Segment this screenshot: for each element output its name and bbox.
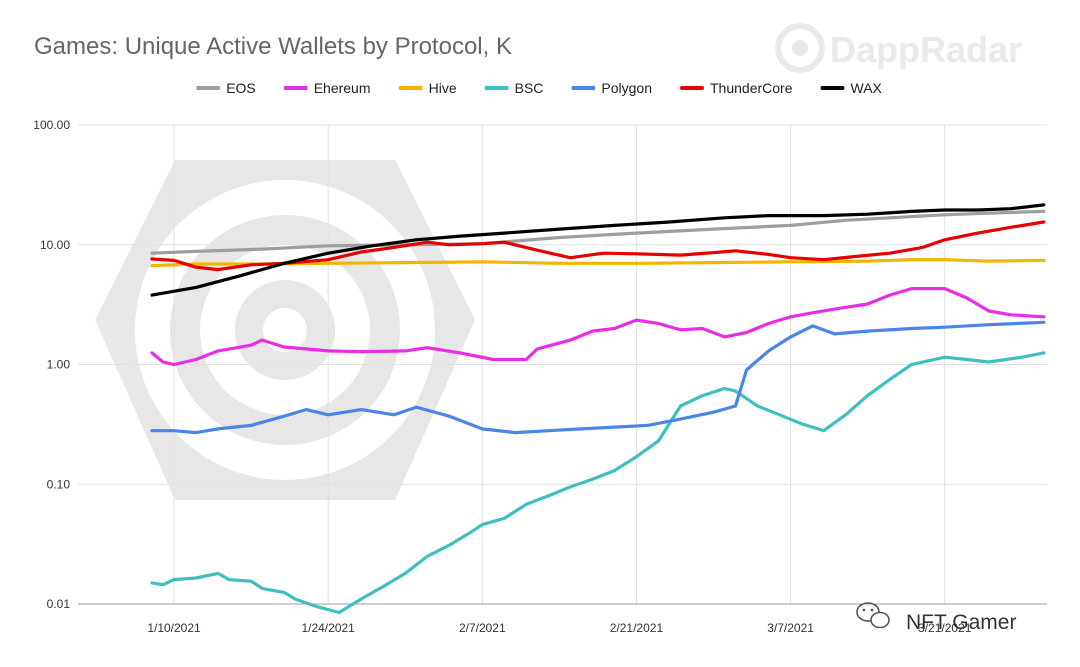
dappradar-logo-icon (775, 23, 825, 73)
legend-label: Ehereum (314, 80, 371, 96)
x-tick-label: 3/21/2021 (918, 621, 972, 635)
x-tick-label: 1/10/2021 (147, 621, 201, 635)
series-line-ehereum (150, 287, 1046, 367)
x-tick-label: 2/7/2021 (459, 621, 506, 635)
legend-label: ThunderCore (710, 80, 793, 96)
legend-item-ehereum: Ehereum (283, 80, 371, 96)
legend-item-wax: WAX (820, 80, 883, 96)
legend-label: Hive (429, 80, 457, 96)
y-tick-label: 0.01 (47, 597, 71, 611)
chart-title: Games: Unique Active Wallets by Protocol… (34, 33, 512, 60)
legend-item-thundercore: ThunderCore (680, 80, 793, 96)
y-axis-ticks: 0.01 0.10 1.00 10.00 100.00 (33, 118, 70, 611)
dappradar-brand-text: DappRadar (830, 29, 1022, 70)
y-tick-label: 10.00 (40, 238, 70, 252)
legend-label: Polygon (601, 80, 652, 96)
legend-item-hive: Hive (398, 80, 457, 96)
wechat-watermark: NFT Gamer (856, 602, 1016, 634)
legend-item-eos: EOS (196, 80, 256, 96)
y-tick-label: 100.00 (33, 118, 70, 132)
wechat-account-name: NFT Gamer (906, 611, 1016, 634)
legend-label: EOS (226, 80, 256, 96)
legend: EOS Ehereum Hive BSC Polygon ThunderCore WAX (196, 80, 883, 96)
legend-label: WAX (851, 80, 883, 96)
dappradar-watermark: DappRadar (775, 23, 1022, 73)
y-tick-label: 1.00 (47, 358, 71, 372)
legend-item-bsc: BSC (484, 80, 544, 96)
legend-item-polygon: Polygon (571, 80, 652, 96)
x-tick-label: 3/7/2021 (767, 621, 814, 635)
x-tick-label: 2/21/2021 (610, 621, 664, 635)
y-tick-label: 0.10 (47, 477, 71, 491)
x-tick-label: 1/24/2021 (301, 621, 355, 635)
series-line-wax (150, 203, 1046, 297)
series-line-bsc (150, 351, 1046, 615)
x-axis-ticks: 1/10/2021 1/24/2021 2/7/2021 2/21/2021 3/7/2… (147, 621, 971, 635)
legend-label: BSC (515, 80, 544, 96)
series-line-polygon (150, 320, 1046, 435)
series-lines (150, 203, 1046, 615)
watermark-logo (95, 160, 475, 500)
wechat-icon (856, 602, 890, 629)
series-line-eos (150, 209, 1046, 255)
